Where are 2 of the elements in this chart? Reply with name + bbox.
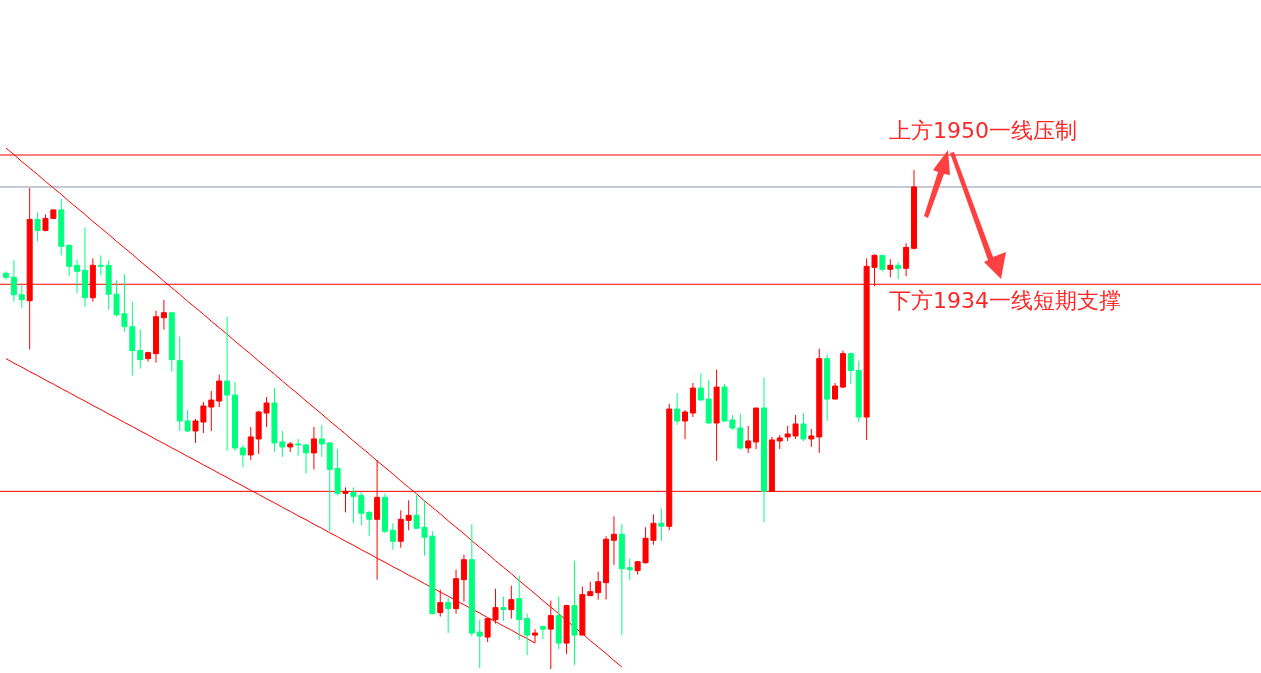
ref-line-label: 上方1950一线压制 xyxy=(889,118,1077,144)
ref-line-label: 下方1934一线短期支撑 xyxy=(889,288,1121,314)
